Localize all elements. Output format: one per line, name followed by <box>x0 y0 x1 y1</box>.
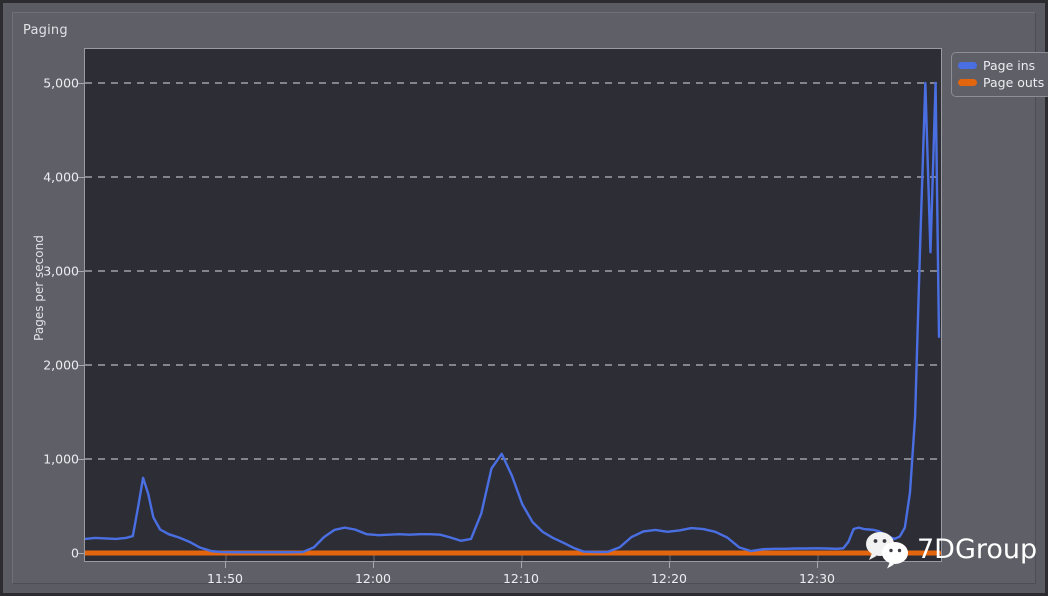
chart-panel: Paging Pages per second 0 1,000 2,000 3,000… <box>12 12 1048 586</box>
y-tick-mark <box>78 459 84 460</box>
y-tick-label: 1,000 <box>43 451 79 467</box>
x-tick-label: 11:50 <box>206 571 244 586</box>
chart-svg <box>85 81 941 561</box>
legend-label: Page outs <box>983 75 1045 90</box>
y-tick-mark <box>78 177 84 178</box>
y-tick-label: 5,000 <box>43 75 79 91</box>
x-tick-mark <box>225 562 226 568</box>
page-title: Paging <box>23 23 68 38</box>
x-tick-label: 12:20 <box>650 571 688 586</box>
chart-legend[interactable]: Page ins Page outs <box>951 52 1048 97</box>
legend-item[interactable]: Page outs <box>958 74 1044 91</box>
y-tick-label: 3,000 <box>43 263 79 279</box>
x-axis: 11:50 12:00 12:10 12:20 12:30 <box>84 562 942 592</box>
y-tick-mark <box>78 553 84 554</box>
legend-label: Page ins <box>983 58 1036 73</box>
x-tick-mark <box>669 562 670 568</box>
legend-color-swatch <box>958 79 977 86</box>
legend-color-swatch <box>958 62 977 69</box>
x-tick-label: 12:10 <box>502 571 540 586</box>
y-tick-label: 4,000 <box>43 169 79 185</box>
x-tick-mark <box>373 562 374 568</box>
y-tick-label: 2,000 <box>43 357 79 373</box>
x-tick-mark <box>521 562 522 568</box>
x-tick-label: 12:30 <box>798 571 836 586</box>
series-line <box>85 81 941 554</box>
y-tick-label: 0 <box>71 545 79 561</box>
x-tick-mark <box>817 562 818 568</box>
legend-item[interactable]: Page ins <box>958 57 1044 74</box>
y-tick-mark <box>78 83 84 84</box>
y-tick-mark <box>78 271 84 272</box>
y-tick-mark <box>78 365 84 366</box>
plot-area <box>84 48 942 562</box>
y-axis: 0 1,000 2,000 3,000 4,000 5,000 <box>13 48 84 562</box>
x-tick-label: 12:00 <box>354 571 392 586</box>
